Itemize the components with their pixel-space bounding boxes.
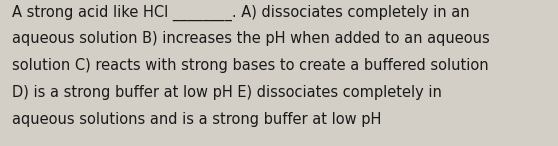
Text: aqueous solutions and is a strong buffer at low pH: aqueous solutions and is a strong buffer… bbox=[12, 112, 382, 127]
Text: A strong acid like HCl ________. A) dissociates completely in an: A strong acid like HCl ________. A) diss… bbox=[12, 4, 470, 21]
Text: aqueous solution B) increases the pH when added to an aqueous: aqueous solution B) increases the pH whe… bbox=[12, 31, 490, 46]
Text: D) is a strong buffer at low pH E) dissociates completely in: D) is a strong buffer at low pH E) disso… bbox=[12, 85, 442, 100]
Text: solution C) reacts with strong bases to create a buffered solution: solution C) reacts with strong bases to … bbox=[12, 58, 489, 73]
